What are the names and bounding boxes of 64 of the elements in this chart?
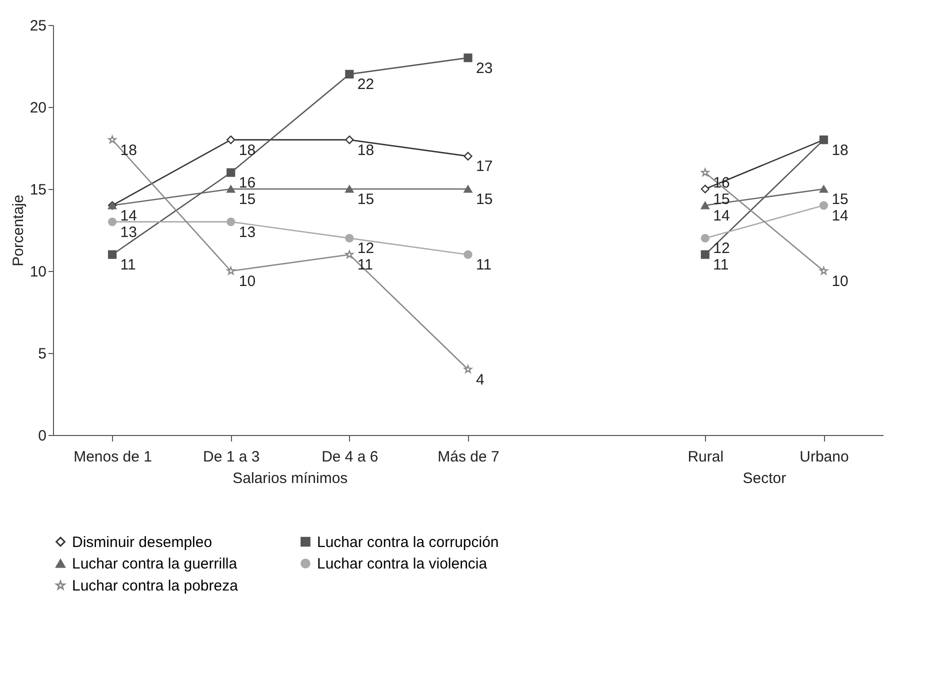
point	[226, 218, 236, 226]
y-axis-title: Porcentaje	[10, 194, 27, 266]
legend-label: Luchar contra la pobreza	[72, 578, 239, 594]
x-tick-label: Más de 7	[438, 448, 500, 466]
y-tick-label: 25	[30, 18, 46, 34]
point	[226, 185, 236, 193]
data-label: 13	[238, 224, 256, 241]
point	[226, 266, 235, 275]
text: Sector	[742, 470, 786, 487]
data-label: 16	[238, 174, 256, 192]
data-label: 12	[713, 240, 730, 258]
data-label: 12	[357, 240, 374, 258]
data-label: 11	[713, 256, 729, 274]
legend-label: Disminuir desempleo	[72, 534, 212, 551]
legend-label: Luchar contra la corrupción	[317, 534, 499, 551]
data-label: 10	[238, 273, 256, 290]
data-label: 4	[476, 371, 484, 388]
point	[464, 185, 472, 193]
data-label: 18	[357, 142, 374, 159]
data-label: 14	[120, 207, 137, 224]
legend-label: Luchar contra la guerrilla	[72, 556, 238, 572]
data-label: 15	[832, 191, 848, 208]
y-tick-label: 15	[30, 182, 46, 198]
point	[464, 152, 472, 161]
point	[226, 168, 236, 177]
point	[464, 53, 472, 62]
point	[226, 135, 236, 144]
data-label: 17	[476, 158, 493, 176]
data-label: 15	[238, 191, 256, 208]
data-label: 15	[476, 191, 493, 208]
data-label: 11	[476, 256, 492, 274]
data-label: 22	[357, 76, 374, 94]
data-label: 18	[120, 142, 137, 159]
data-label: 11	[357, 256, 374, 274]
x-tick-label: Menos de 1	[74, 448, 152, 466]
point	[464, 250, 472, 259]
data-label: 10	[832, 273, 848, 290]
data-label: 18	[238, 142, 256, 159]
y-tick-label: 10	[30, 264, 46, 280]
text: Salarios mínimos	[232, 470, 348, 487]
point	[464, 365, 472, 374]
point	[345, 250, 354, 258]
data-label: 14	[713, 207, 730, 224]
y-tick-label: 0	[38, 428, 46, 444]
y-tick-label: 20	[30, 100, 46, 116]
point	[108, 250, 117, 259]
point	[345, 135, 354, 144]
x-tick-label: Rural	[688, 448, 724, 466]
x-tick-label: De 1 a 3	[203, 448, 260, 466]
data-label: 13	[120, 224, 137, 241]
x-tick-label: De 4 a 6	[322, 448, 378, 466]
y-tick-label: 5	[38, 346, 46, 362]
point	[345, 234, 354, 242]
data-label: 23	[476, 60, 493, 77]
data-label: 18	[832, 142, 848, 159]
x-tick-label: Urbano	[800, 448, 849, 466]
legend-label: Luchar contra la violencia	[317, 556, 488, 572]
point	[345, 70, 354, 79]
point	[108, 218, 117, 226]
point	[345, 185, 354, 193]
data-label: 11	[120, 256, 136, 274]
data-label: 15	[357, 191, 374, 208]
data-label: 14	[832, 207, 848, 224]
point	[108, 135, 116, 144]
